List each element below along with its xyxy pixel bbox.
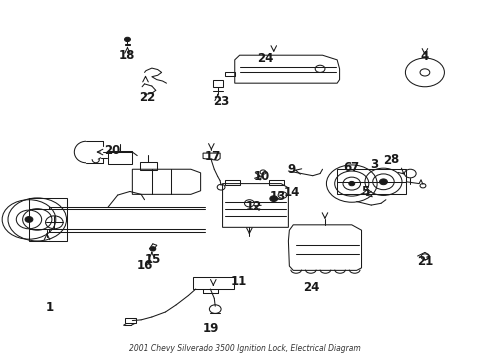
Text: 8: 8	[390, 153, 398, 166]
Text: 20: 20	[103, 144, 120, 157]
Text: 9: 9	[287, 163, 295, 176]
Text: 19: 19	[203, 322, 219, 335]
Text: 15: 15	[144, 253, 161, 266]
Text: 5: 5	[361, 185, 369, 198]
Text: 24: 24	[302, 281, 318, 294]
Text: 2001 Chevy Silverado 3500 Ignition Lock, Electrical Diagram: 2001 Chevy Silverado 3500 Ignition Lock,…	[128, 344, 360, 353]
Text: 12: 12	[245, 200, 262, 213]
Circle shape	[269, 196, 277, 202]
Circle shape	[150, 247, 156, 251]
Text: 22: 22	[139, 91, 155, 104]
Text: 3: 3	[369, 158, 378, 171]
Text: 21: 21	[416, 255, 432, 268]
Text: 10: 10	[253, 170, 270, 183]
Text: 2: 2	[382, 154, 390, 167]
Circle shape	[25, 217, 33, 222]
Text: 7: 7	[350, 161, 358, 174]
Text: 13: 13	[269, 190, 285, 203]
Text: 6: 6	[343, 161, 351, 174]
Text: 16: 16	[136, 259, 152, 272]
Text: 18: 18	[118, 49, 134, 62]
Text: 1: 1	[45, 301, 53, 314]
Circle shape	[124, 37, 130, 41]
Circle shape	[348, 181, 354, 186]
Text: 24: 24	[257, 51, 273, 64]
Text: 11: 11	[230, 275, 246, 288]
Text: 17: 17	[205, 150, 221, 163]
Circle shape	[379, 179, 386, 185]
Text: 23: 23	[213, 95, 229, 108]
Text: 14: 14	[284, 186, 300, 199]
Text: 4: 4	[420, 50, 428, 63]
